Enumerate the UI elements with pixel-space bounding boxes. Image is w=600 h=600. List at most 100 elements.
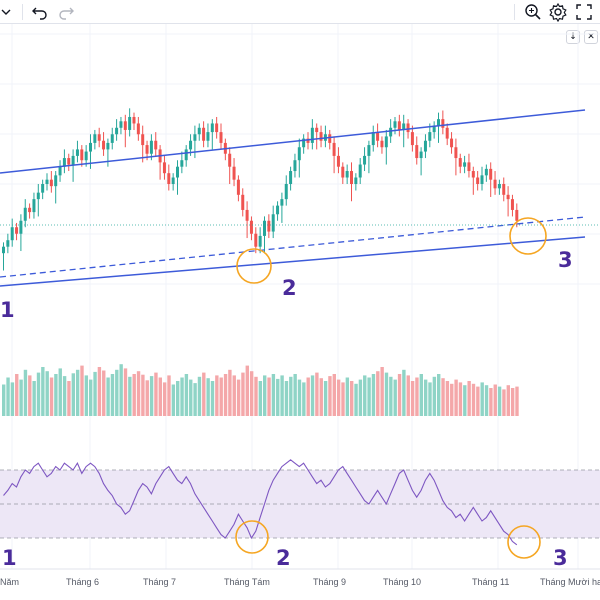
volume-bar [489, 388, 493, 416]
candle-body [123, 121, 127, 130]
volume-bar [510, 388, 515, 416]
volume-bar [254, 376, 258, 416]
volume-bar [97, 367, 102, 416]
price-chart[interactable]: 1 2 3 1 2 3 Năm Tháng 6 Tháng 7 Tháng Tám Th… [0, 24, 600, 600]
candle [106, 138, 110, 167]
candle-body [197, 127, 201, 135]
candle [206, 123, 210, 148]
volume-histogram [2, 364, 519, 416]
candle-body [176, 166, 179, 178]
fullscreen-icon[interactable] [574, 2, 594, 22]
volume-bar [332, 374, 336, 416]
candle [49, 171, 53, 193]
candle-body [319, 132, 323, 141]
candle [241, 188, 245, 217]
candle-body [102, 140, 106, 150]
candle-body [358, 164, 362, 178]
volume-bar [428, 382, 432, 416]
volume-bar [206, 378, 210, 416]
candle [402, 114, 406, 148]
volume-bar [162, 382, 167, 416]
candle-body [258, 235, 262, 247]
candle [119, 116, 123, 135]
volume-bar [432, 376, 437, 416]
candle [345, 164, 349, 184]
candle [445, 123, 449, 146]
candle [132, 112, 136, 130]
volume-bar [328, 376, 332, 416]
candle [371, 125, 375, 152]
time-axis[interactable]: Năm Tháng 6 Tháng 7 Tháng Tám Tháng 9 Tháng 1… [0, 577, 600, 587]
volume-bar [380, 367, 384, 416]
volume-bar [389, 376, 393, 416]
candle-body [345, 171, 349, 178]
candle-body [306, 138, 310, 143]
candle-body [249, 220, 253, 234]
candle [410, 125, 414, 152]
volume-bar [223, 374, 228, 416]
candle [45, 173, 49, 191]
volume-bar [189, 379, 193, 416]
candle-body [506, 194, 510, 200]
volume-bar [241, 372, 245, 416]
candle-body [28, 207, 32, 213]
zoom-search-icon[interactable] [523, 2, 543, 22]
candle-body [332, 142, 336, 156]
channel-midline[interactable] [0, 216, 586, 278]
candle-body [93, 134, 97, 143]
volume-bar [54, 374, 58, 416]
x-tick-label: Tháng Tám [224, 577, 270, 587]
candle-body [23, 207, 27, 221]
volume-bar [306, 377, 310, 416]
candle [15, 222, 19, 241]
candle-body [162, 162, 166, 174]
candle [263, 216, 266, 254]
candle [128, 108, 132, 137]
candle-body [293, 160, 297, 172]
x-tick-label: Tháng 6 [66, 577, 99, 587]
x-tick-label: Tháng 10 [383, 577, 421, 587]
volume-bar [502, 389, 506, 416]
candle [363, 147, 367, 172]
volume-bar [480, 382, 484, 416]
annotation-label-3: 3 [558, 248, 573, 272]
candle-body [341, 166, 345, 178]
volume-bar [119, 364, 123, 416]
annotation-label-2: 2 [282, 276, 297, 300]
candle-body [445, 127, 449, 139]
candle [184, 145, 188, 167]
volume-bar [236, 379, 241, 416]
volume-bar [345, 377, 350, 416]
volume-bar [41, 367, 45, 416]
candle [289, 166, 293, 191]
volume-bar [10, 382, 15, 416]
candle-body [493, 179, 497, 189]
candle [271, 205, 275, 239]
candle-body [236, 179, 240, 195]
candle-body [354, 177, 358, 184]
rsi-annotation-label-2: 2 [276, 546, 291, 570]
undo-icon[interactable] [30, 2, 50, 22]
chevron-down-icon[interactable] [0, 2, 20, 22]
redo-icon[interactable] [56, 2, 76, 22]
volume-bar [167, 375, 171, 416]
volume-bar [419, 374, 423, 416]
candle [158, 145, 162, 180]
volume-bar [371, 374, 376, 416]
gear-icon[interactable] [548, 2, 568, 22]
candle-body [54, 175, 58, 187]
volume-bar [202, 372, 206, 416]
candle-body [389, 127, 393, 137]
candle [397, 114, 401, 137]
candle [258, 227, 262, 254]
volume-bar [115, 369, 119, 416]
channel-lower-trendline[interactable] [0, 236, 586, 287]
candle [497, 179, 501, 195]
candle-body [184, 149, 188, 161]
candle-body [141, 134, 145, 146]
x-tick-label: Tháng 11 [472, 577, 509, 587]
candle [210, 119, 214, 150]
candle [236, 175, 240, 202]
candle-body [280, 199, 284, 206]
channel-upper-trendline[interactable] [0, 109, 586, 174]
